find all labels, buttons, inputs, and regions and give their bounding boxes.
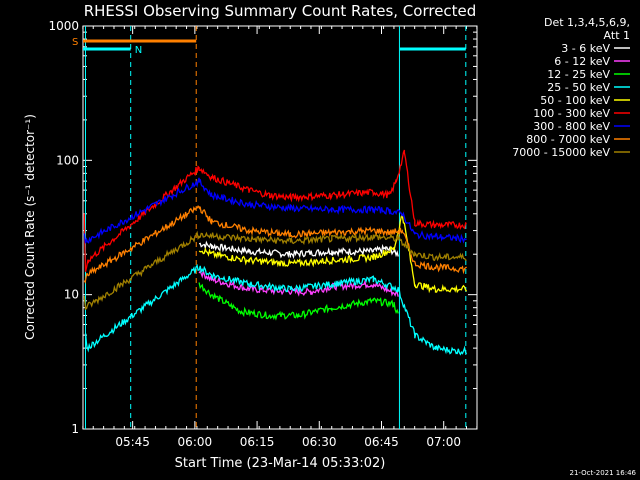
y-tick-label: 1 bbox=[71, 422, 79, 436]
legend-header-line-1: Det 1,3,4,5,6,9, bbox=[544, 16, 630, 29]
series-line-3 bbox=[84, 263, 468, 356]
x-tick-label: 06:00 bbox=[178, 435, 213, 449]
legend-label: 7000 - 15000 keV bbox=[512, 146, 610, 159]
series-line-5 bbox=[83, 149, 467, 272]
series-line-6 bbox=[83, 177, 467, 244]
legend-label: 300 - 800 keV bbox=[533, 120, 610, 133]
y-tick-label: 10 bbox=[64, 288, 79, 302]
series-line-8 bbox=[83, 230, 467, 311]
legend-label: 800 - 7000 keV bbox=[526, 133, 610, 146]
annotation-label: N bbox=[135, 45, 142, 56]
plot-frame bbox=[82, 25, 478, 430]
legend-label: 25 - 50 keV bbox=[547, 81, 610, 94]
footer-date: 21-Oct-2021 16:46 bbox=[570, 469, 637, 477]
x-tick-label: 07:00 bbox=[426, 435, 461, 449]
y-tick-label: 100 bbox=[56, 153, 79, 167]
legend-label: 3 - 6 keV bbox=[561, 42, 610, 55]
y-axis-label: Corrected Count Rate (s⁻¹ detector⁻¹) bbox=[23, 114, 37, 340]
annotation-label: S bbox=[72, 37, 78, 48]
legend-label: 12 - 25 keV bbox=[547, 68, 610, 81]
x-tick-label: 06:15 bbox=[240, 435, 275, 449]
x-tick-label: 06:30 bbox=[302, 435, 337, 449]
series-line-0 bbox=[198, 240, 399, 259]
chart-title: RHESSI Observing Summary Count Rates, Co… bbox=[84, 2, 477, 20]
x-axis-label: Start Time (23-Mar-14 05:33:02) bbox=[175, 456, 386, 471]
legend-label: 50 - 100 keV bbox=[540, 94, 610, 107]
series-line-4 bbox=[198, 213, 468, 294]
x-tick-label: 05:45 bbox=[115, 435, 150, 449]
series-line-1 bbox=[198, 270, 399, 297]
series-line-2 bbox=[198, 282, 399, 321]
plot-area: 1 10 100 1000 05:45 06:00 06:15 06:30 06:45 07:00… bbox=[48, 19, 478, 449]
series-line-7 bbox=[83, 204, 468, 284]
legend-header-line-2: Att 1 bbox=[604, 29, 630, 42]
y-tick-label: 1000 bbox=[48, 19, 79, 33]
x-tick-label: 06:45 bbox=[364, 435, 399, 449]
legend-label: 100 - 300 keV bbox=[533, 107, 610, 120]
legend-label: 6 - 12 keV bbox=[554, 55, 610, 68]
